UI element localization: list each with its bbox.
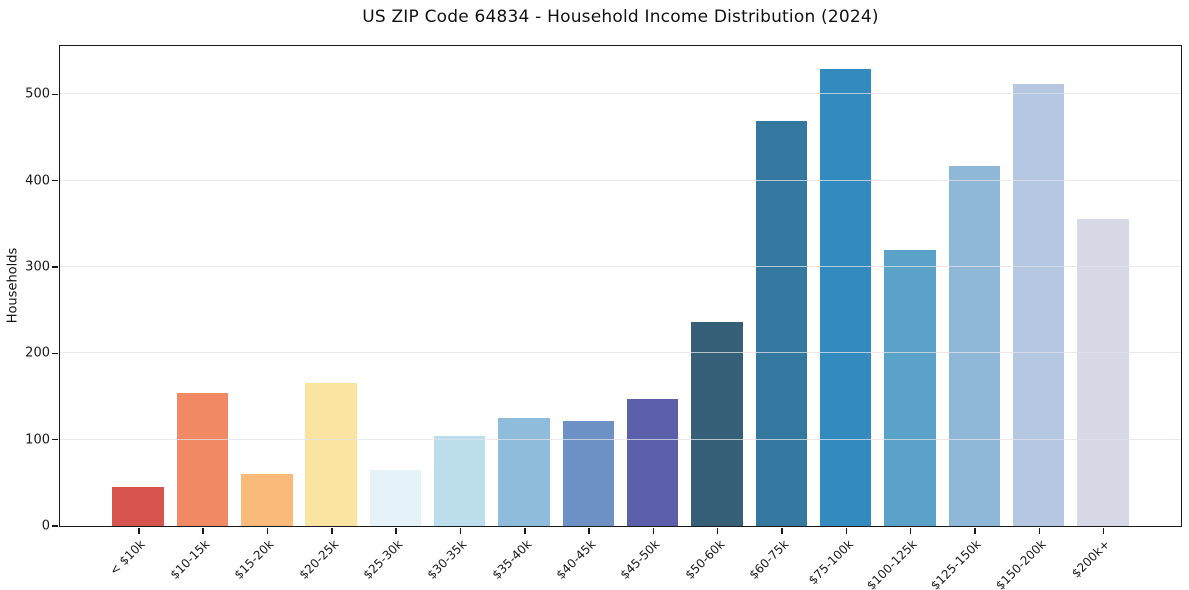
bar-13 xyxy=(884,249,936,526)
bar-14 xyxy=(948,166,1000,526)
x-tick-mark xyxy=(1102,528,1105,534)
bar-slot: $75-100k xyxy=(805,46,877,587)
bar-slot: $35-40k xyxy=(489,46,556,582)
y-tick-mark xyxy=(52,93,58,96)
bar-slot: $45-50k xyxy=(618,46,685,582)
x-tick-mark xyxy=(974,528,976,534)
bar-slot: $150-200k xyxy=(993,46,1070,590)
bar-2 xyxy=(176,393,229,526)
x-tick-mark xyxy=(266,528,269,534)
bar-16 xyxy=(1077,218,1129,526)
x-tick-mark xyxy=(138,528,140,534)
bar-slot: $25-30k xyxy=(360,46,427,582)
bar-slot: $15-20k xyxy=(232,46,299,582)
y-tick-label: 100 xyxy=(25,432,50,448)
x-tick-label: $25-30k xyxy=(360,537,406,582)
bar-4 xyxy=(305,382,357,526)
bar-10 xyxy=(691,322,743,526)
bar-slot: $50-60k xyxy=(682,46,749,582)
plot-area: < $10k $10-15k $15-20k $20-25k $25-30k $… xyxy=(25,45,1182,590)
bar-slot: $100-125k xyxy=(864,46,942,590)
x-tick-label: $75-100k xyxy=(805,537,856,588)
x-tick-mark xyxy=(202,528,204,534)
chart-title: US ZIP Code 64834 - Household Income Dis… xyxy=(362,7,879,27)
y-tick-mark xyxy=(52,352,58,355)
bar-8 xyxy=(562,420,615,526)
y-tick-mark xyxy=(52,525,58,527)
bar-slot: $40-45k xyxy=(553,46,620,582)
x-tick-mark xyxy=(588,528,590,534)
x-tick-label: $200k+ xyxy=(1069,537,1113,581)
x-tick-label: $35-40k xyxy=(489,537,534,582)
x-tick-label: $125-150k xyxy=(928,537,985,590)
y-tick-label: 200 xyxy=(25,345,50,361)
bar-slot: $20-25k xyxy=(296,46,363,582)
x-tick-label: $50-60k xyxy=(682,537,727,582)
bar-5 xyxy=(369,469,422,526)
x-tick-label: $45-50k xyxy=(617,537,663,582)
bar-6 xyxy=(434,436,486,526)
y-tick-label: 400 xyxy=(25,173,50,189)
bar-9 xyxy=(626,399,679,526)
bar-slot: $30-35k xyxy=(425,46,492,582)
bar-slot: $10-15k xyxy=(168,46,234,582)
x-tick-label: $30-35k xyxy=(424,537,470,582)
bar-slot: < $10k xyxy=(106,46,170,578)
x-tick-mark xyxy=(716,528,719,534)
bar-slot: $60-75k xyxy=(746,46,813,582)
y-tick-mark xyxy=(52,179,58,182)
bar-12 xyxy=(819,69,872,526)
bar-slot: $200k+ xyxy=(1069,46,1135,581)
y-tick-label: 0 xyxy=(41,518,50,534)
bar-11 xyxy=(755,121,807,526)
bars-row: < $10k $10-15k $15-20k $20-25k $25-30k $… xyxy=(60,46,1181,590)
y-tick-mark xyxy=(52,438,58,441)
x-tick-mark xyxy=(652,528,655,534)
bar-15 xyxy=(1012,84,1065,526)
x-tick-label: $10-15k xyxy=(167,537,213,582)
x-tick-label: $20-25k xyxy=(296,537,341,582)
x-tick-mark xyxy=(909,528,912,534)
x-tick-mark xyxy=(524,528,526,534)
bar-1 xyxy=(112,487,164,526)
x-tick-label: $100-125k xyxy=(864,537,920,590)
y-tick-label: 500 xyxy=(25,86,50,102)
y-tick-mark xyxy=(52,266,58,268)
x-tick-mark xyxy=(459,528,462,534)
y-tick-label: 300 xyxy=(25,259,50,275)
x-tick-label: < $10k xyxy=(107,537,149,578)
y-axis-label: Households xyxy=(5,247,21,324)
x-tick-mark xyxy=(331,528,333,534)
bar-slot: $125-150k xyxy=(928,46,1006,590)
bar-7 xyxy=(498,418,550,526)
x-tick-mark xyxy=(845,528,848,534)
x-tick-mark xyxy=(395,528,397,534)
bar-3 xyxy=(241,474,293,526)
x-tick-label: $15-20k xyxy=(231,537,277,582)
x-tick-mark xyxy=(781,528,783,534)
x-tick-label: $60-75k xyxy=(746,537,792,582)
x-tick-label: $40-45k xyxy=(553,537,599,582)
x-tick-label: $150-200k xyxy=(992,537,1049,590)
x-tick-mark xyxy=(1038,528,1041,534)
